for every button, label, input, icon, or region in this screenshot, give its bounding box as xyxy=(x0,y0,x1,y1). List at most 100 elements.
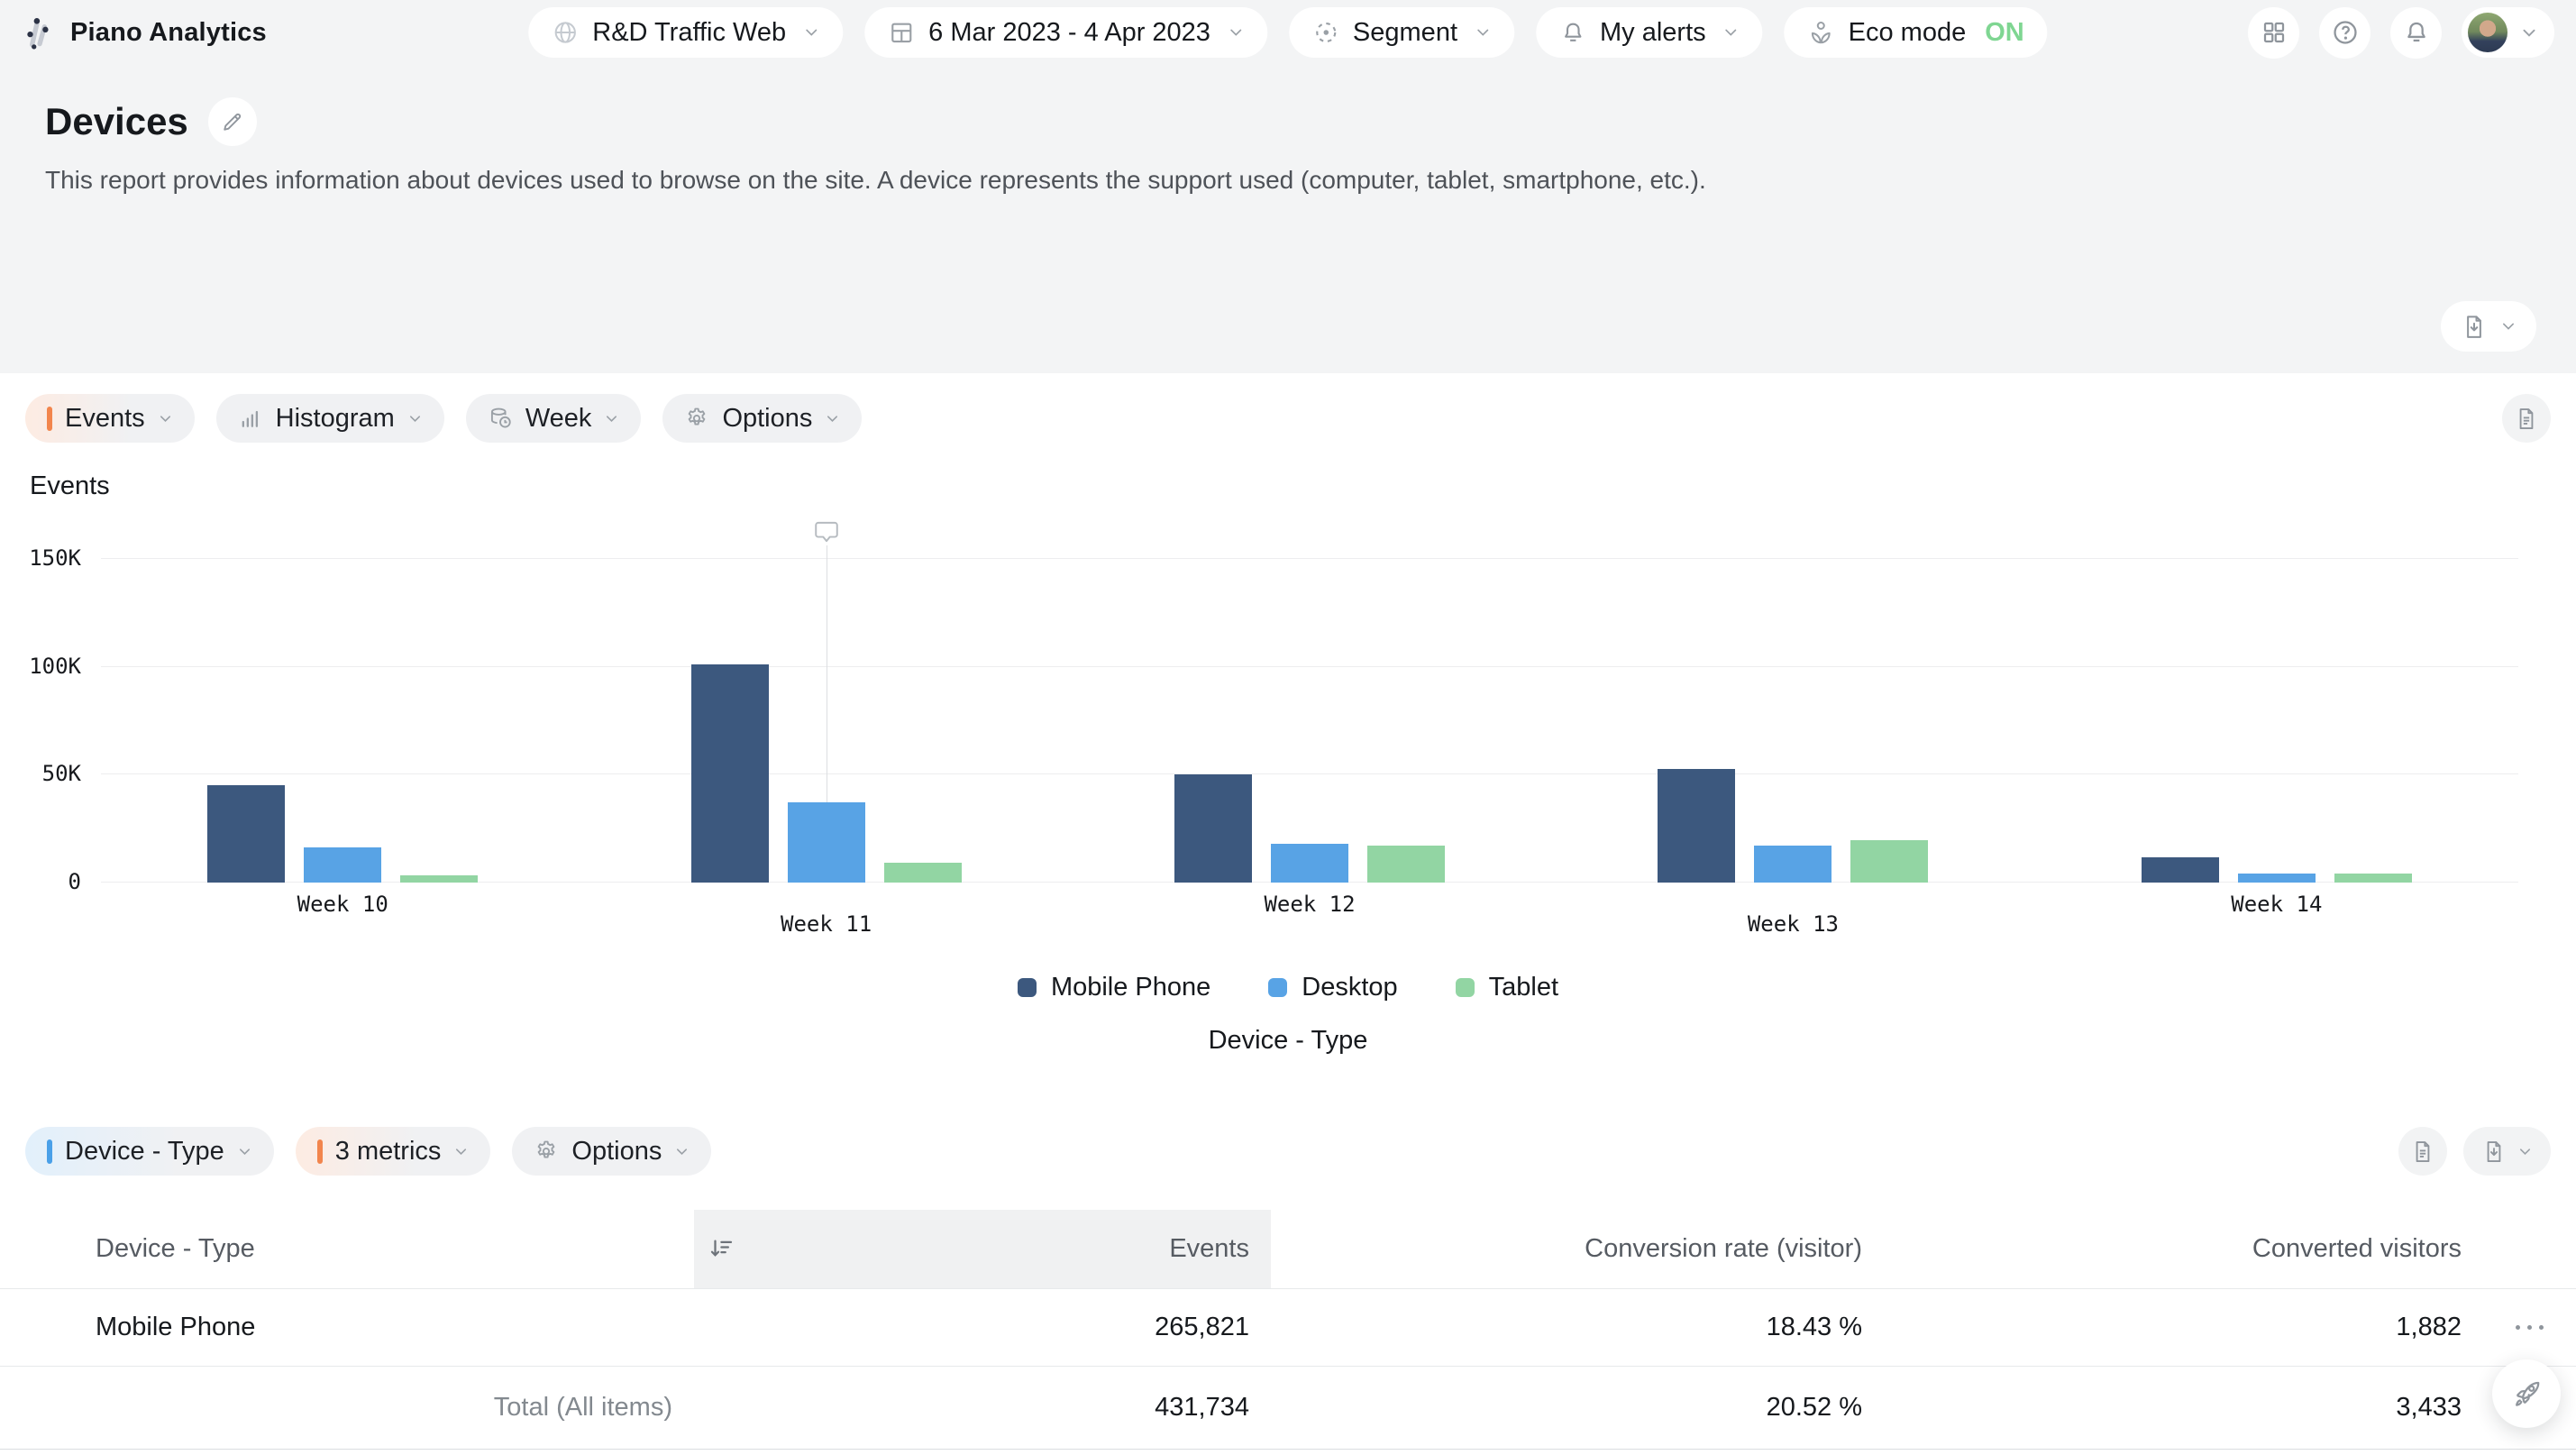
notifications-button[interactable] xyxy=(2390,7,2442,59)
piano-analytics-app: Piano Analytics R&D Traffic Web xyxy=(0,0,2576,1455)
legend-item-desktop[interactable]: Desktop xyxy=(1268,973,1397,1002)
chart-bar-tablet[interactable] xyxy=(2334,874,2412,883)
chart-bar-tablet[interactable] xyxy=(400,875,478,883)
chevron-down-icon xyxy=(158,414,173,424)
total-label: Total (All items) xyxy=(0,1367,694,1449)
report-header: Devices This report provides information… xyxy=(0,65,2576,373)
globe-icon xyxy=(552,19,579,46)
table-notes-button[interactable] xyxy=(2398,1127,2447,1176)
column-header-conversion-rate[interactable]: Conversion rate (visitor) xyxy=(1271,1210,1884,1288)
chart-x-axis-title: Device - Type xyxy=(0,1026,2576,1056)
legend-label: Tablet xyxy=(1489,973,1558,1002)
table-toolbar: Device - Type 3 metrics xyxy=(0,1106,2576,1176)
metrics-selector[interactable]: 3 metrics xyxy=(296,1127,491,1176)
chevron-down-icon xyxy=(453,1147,469,1157)
chart-bar-tablet[interactable] xyxy=(1367,846,1445,883)
chart-bar-desktop[interactable] xyxy=(304,847,381,883)
legend-item-tablet[interactable]: Tablet xyxy=(1456,973,1558,1002)
x-axis-labels: Week 10Week 11Week 12Week 13Week 14 xyxy=(101,883,2518,937)
date-range-button[interactable]: 6 Mar 2023 - 4 Apr 2023 xyxy=(864,7,1267,58)
segment-label: Segment xyxy=(1353,18,1457,48)
chart-legend: Mobile Phone Desktop Tablet xyxy=(0,973,2576,1002)
brand-name: Piano Analytics xyxy=(70,18,267,48)
metric-selector[interactable]: Events xyxy=(25,394,195,443)
legend-swatch xyxy=(1268,978,1287,997)
y-axis-tick-label: 150K xyxy=(0,545,81,571)
eco-mode-toggle[interactable]: Eco mode ON xyxy=(1785,7,2048,58)
chart-bar-mobile-phone[interactable] xyxy=(207,785,285,883)
dimension-selector[interactable]: Device - Type xyxy=(25,1127,274,1176)
question-circle-icon xyxy=(2331,18,2360,47)
chart-bar-desktop[interactable] xyxy=(1271,844,1348,883)
bell-icon xyxy=(1559,19,1586,46)
legend-item-mobile-phone[interactable]: Mobile Phone xyxy=(1018,973,1210,1002)
total-events-value: 431,734 xyxy=(694,1367,1271,1449)
column-header-dimension[interactable]: Device - Type xyxy=(0,1210,694,1288)
edit-title-button[interactable] xyxy=(208,97,257,146)
bar-group-week-14 xyxy=(2035,559,2518,883)
chart-type-selector[interactable]: Histogram xyxy=(216,394,444,443)
comment-bubble-icon[interactable] xyxy=(811,518,842,547)
y-axis-tick-label: 50K xyxy=(0,761,81,786)
chart-bar-desktop[interactable] xyxy=(2238,874,2316,883)
bar-group-week-13 xyxy=(1551,559,2034,883)
chevron-down-icon xyxy=(674,1147,690,1157)
site-picker-label: R&D Traffic Web xyxy=(592,18,786,48)
table-header-row: Device - Type Events Conversion rate (vi… xyxy=(0,1210,2576,1289)
chart-bar-tablet[interactable] xyxy=(884,863,962,883)
metrics-label: 3 metrics xyxy=(335,1137,442,1167)
total-conversion-value: 20.52 % xyxy=(1271,1367,1884,1449)
chart-bar-mobile-phone[interactable] xyxy=(1174,774,1252,883)
apps-grid-button[interactable] xyxy=(2248,7,2299,59)
chart-bar-tablet[interactable] xyxy=(1850,840,1928,883)
x-axis-tick-label: Week 13 xyxy=(1551,883,2034,937)
sprout-icon xyxy=(1808,19,1835,46)
brand[interactable]: Piano Analytics xyxy=(22,15,267,50)
column-header-converted-visitors[interactable]: Converted visitors xyxy=(1884,1210,2483,1288)
user-menu[interactable] xyxy=(2462,7,2554,58)
x-axis-tick-label: Week 12 xyxy=(1068,883,1551,937)
legend-label: Desktop xyxy=(1302,973,1397,1002)
my-alerts-button[interactable]: My alerts xyxy=(1536,7,1763,58)
chart-bar-mobile-phone[interactable] xyxy=(2142,857,2219,883)
chart-bar-desktop[interactable] xyxy=(1754,846,1832,883)
table-export-button[interactable] xyxy=(2463,1127,2551,1176)
chevron-down-icon xyxy=(2520,27,2538,39)
bar-group-week-10 xyxy=(101,559,584,883)
chevron-down-icon xyxy=(2517,1147,2533,1157)
report-body: Events Histogram xyxy=(0,373,2576,1455)
chart-bar-mobile-phone[interactable] xyxy=(691,664,769,883)
bell-icon xyxy=(2402,18,2431,47)
table-row-mobile-phone[interactable]: Mobile Phone 265,821 18.43 % 1,882 xyxy=(0,1289,2576,1367)
row-converted-value: 1,882 xyxy=(1884,1289,2483,1366)
top-bar: Piano Analytics R&D Traffic Web xyxy=(0,0,2576,65)
chart-bar-mobile-phone[interactable] xyxy=(1658,769,1735,883)
database-clock-icon xyxy=(488,406,513,431)
help-button[interactable] xyxy=(2319,7,2370,59)
my-alerts-label: My alerts xyxy=(1600,18,1706,48)
chevron-down-icon xyxy=(604,414,619,424)
pencil-icon xyxy=(220,109,245,134)
calendar-icon xyxy=(888,19,915,46)
top-bar-actions xyxy=(2248,7,2554,59)
chart-type-label: Histogram xyxy=(276,404,395,434)
page-title: Devices xyxy=(45,100,188,143)
bars-layer xyxy=(101,559,2518,883)
export-report-button[interactable] xyxy=(2441,301,2536,352)
legend-swatch xyxy=(1018,978,1037,997)
site-picker-button[interactable]: R&D Traffic Web xyxy=(528,7,843,58)
boost-rocket-button[interactable] xyxy=(2492,1359,2561,1428)
chart-notes-button[interactable] xyxy=(2502,394,2551,443)
chart-options-button[interactable]: Options xyxy=(662,394,862,443)
chevron-down-icon xyxy=(237,1147,252,1157)
chart-options-label: Options xyxy=(722,404,812,434)
chevron-down-icon xyxy=(803,27,819,38)
segment-button[interactable]: Segment xyxy=(1289,7,1514,58)
table-options-button[interactable]: Options xyxy=(512,1127,711,1176)
column-header-events-sorted[interactable]: Events xyxy=(694,1210,1271,1288)
chart-toolbar: Events Histogram xyxy=(0,373,2576,443)
row-events-value: 265,821 xyxy=(694,1289,1271,1366)
chart-bar-desktop[interactable] xyxy=(788,802,865,883)
period-selector[interactable]: Week xyxy=(466,394,642,443)
row-actions-menu[interactable] xyxy=(2483,1325,2576,1330)
